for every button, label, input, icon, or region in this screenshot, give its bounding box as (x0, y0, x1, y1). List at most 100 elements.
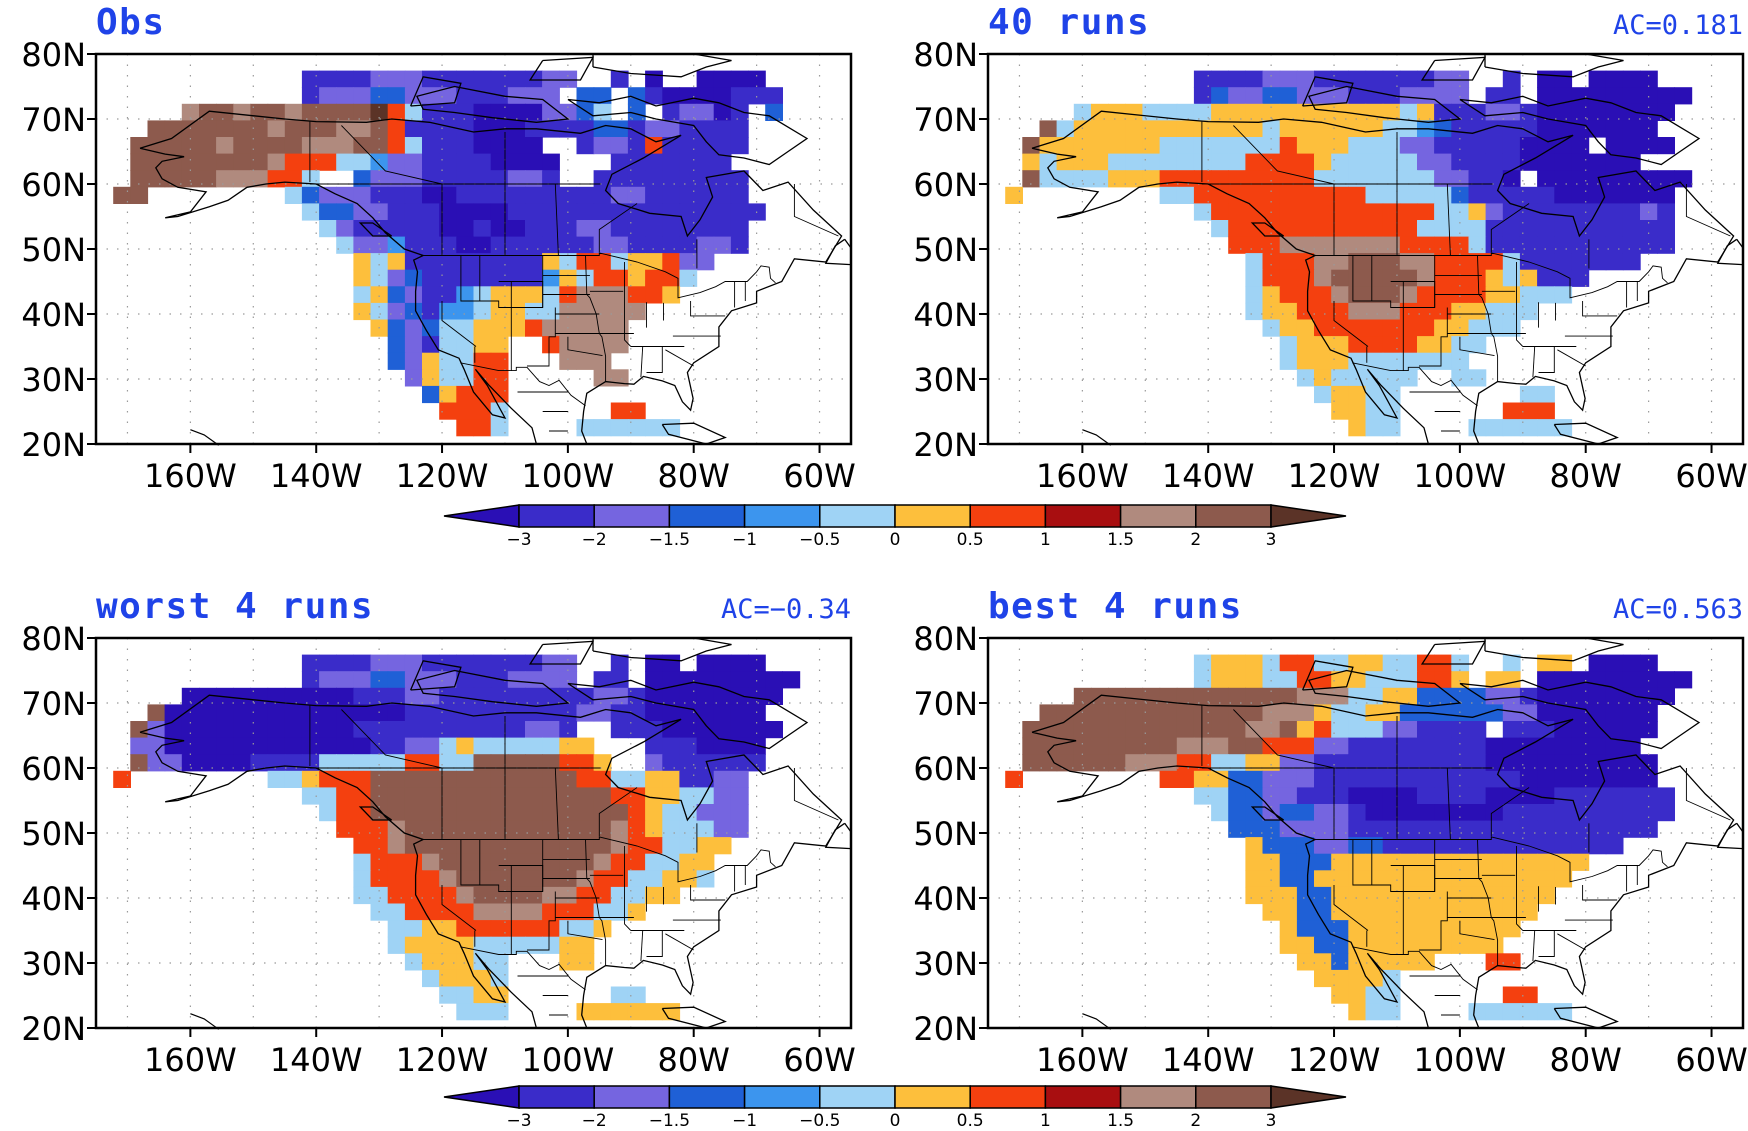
grid-cell (696, 654, 715, 672)
grid-cell (422, 820, 440, 838)
grid-cell (1468, 369, 1487, 387)
colorbar-label: 3 (1266, 530, 1277, 550)
grid-cell (404, 302, 423, 321)
grid-cell (1331, 770, 1349, 788)
grid-cell (284, 153, 303, 171)
grid-cell (662, 754, 681, 772)
grid-cell (627, 302, 646, 321)
border-line (441, 301, 477, 347)
grid-cell (422, 203, 440, 221)
grid-cell (473, 770, 492, 788)
grid-cell (456, 1003, 475, 1021)
grid-cell (507, 302, 526, 321)
border-line (1419, 307, 1448, 367)
grid-cell (1588, 170, 1607, 188)
grid-cell (439, 737, 457, 755)
grid-cell (422, 153, 440, 171)
grid-cell (370, 87, 389, 105)
grid-cell (370, 687, 389, 705)
grid-cell (1193, 186, 1212, 204)
grid-cell (1399, 804, 1418, 822)
grid-cell (610, 120, 629, 138)
grid-cell (456, 721, 475, 739)
grid-cell (1228, 737, 1246, 755)
grid-cell (1228, 687, 1246, 705)
grid-cell (1537, 120, 1555, 138)
grid-cell (645, 804, 663, 822)
grid-cell (1502, 236, 1521, 254)
grid-cell (370, 654, 389, 672)
grid-cell (542, 886, 560, 905)
grid-cell (1399, 319, 1418, 337)
grid-cell (422, 336, 440, 354)
grid-cell (422, 870, 440, 888)
lon-tick-label: 120W (1288, 457, 1381, 495)
grid-cell (1554, 70, 1573, 88)
grid-cell (525, 137, 543, 155)
grid-cell (1605, 704, 1624, 722)
grid-cell (1485, 269, 1504, 287)
grid-cell (1279, 153, 1298, 171)
grid-cell (1348, 385, 1367, 404)
grid-cell (1622, 820, 1641, 838)
grid-cell (1417, 220, 1435, 238)
grid-cell (1519, 419, 1538, 437)
grid-cell (593, 186, 612, 204)
grid-cell (1331, 853, 1349, 871)
grid-cell (422, 253, 440, 271)
grid-cell (490, 352, 509, 370)
grid-cell (559, 671, 578, 689)
island-coastline (824, 822, 851, 850)
grid-cell (490, 236, 509, 254)
grid-cell (1622, 70, 1641, 88)
grid-cell (1434, 820, 1452, 838)
border-line (1233, 709, 1335, 769)
grid-cell (696, 721, 715, 739)
grid-cell (559, 186, 578, 204)
grid-cell (662, 837, 681, 855)
grid-cell (1159, 103, 1178, 121)
border-line (624, 846, 632, 931)
grid-cell (1657, 203, 1675, 221)
grid-cell (713, 820, 732, 838)
grid-cell (662, 770, 681, 788)
border-line (567, 920, 603, 941)
grid-cell (1434, 770, 1452, 788)
grid-cell (1434, 804, 1452, 822)
grid-cell (645, 70, 663, 88)
grid-cell (473, 687, 492, 705)
grid-cell (1468, 886, 1487, 905)
grid-cell (490, 170, 509, 188)
grid-cell (1622, 103, 1641, 121)
grid-cell (422, 853, 440, 871)
grid-cell (1537, 402, 1555, 420)
grid-cell (1554, 770, 1573, 788)
grid-cell (1348, 170, 1367, 188)
grid-cell (336, 137, 354, 155)
grid-cell (1399, 70, 1418, 88)
grid-cell (336, 103, 354, 121)
grid-cell (1245, 236, 1264, 254)
colorbar-extend-low (443, 504, 520, 528)
grid-cell (627, 137, 646, 155)
grid-cell (1365, 385, 1384, 404)
grid-cell (1365, 137, 1384, 155)
grid-cell (1279, 286, 1298, 304)
grid-cell (1451, 352, 1470, 370)
grid-cell (1348, 654, 1367, 672)
grid-cell (525, 870, 543, 888)
grid-cell (1228, 70, 1246, 88)
grid-cell (1279, 870, 1298, 888)
grid-cell (1228, 236, 1246, 254)
grid-cell (1537, 186, 1555, 204)
grid-cell (1537, 419, 1555, 437)
grid-cell (713, 837, 732, 855)
grid-cell (353, 203, 372, 221)
grid-cell (301, 737, 320, 755)
grid-cell (1245, 87, 1264, 105)
grid-cell (422, 704, 440, 722)
grid-cell (627, 1003, 646, 1021)
grid-cell (1211, 671, 1229, 689)
grid-cell (1519, 153, 1538, 171)
grid-cell (1399, 953, 1418, 971)
